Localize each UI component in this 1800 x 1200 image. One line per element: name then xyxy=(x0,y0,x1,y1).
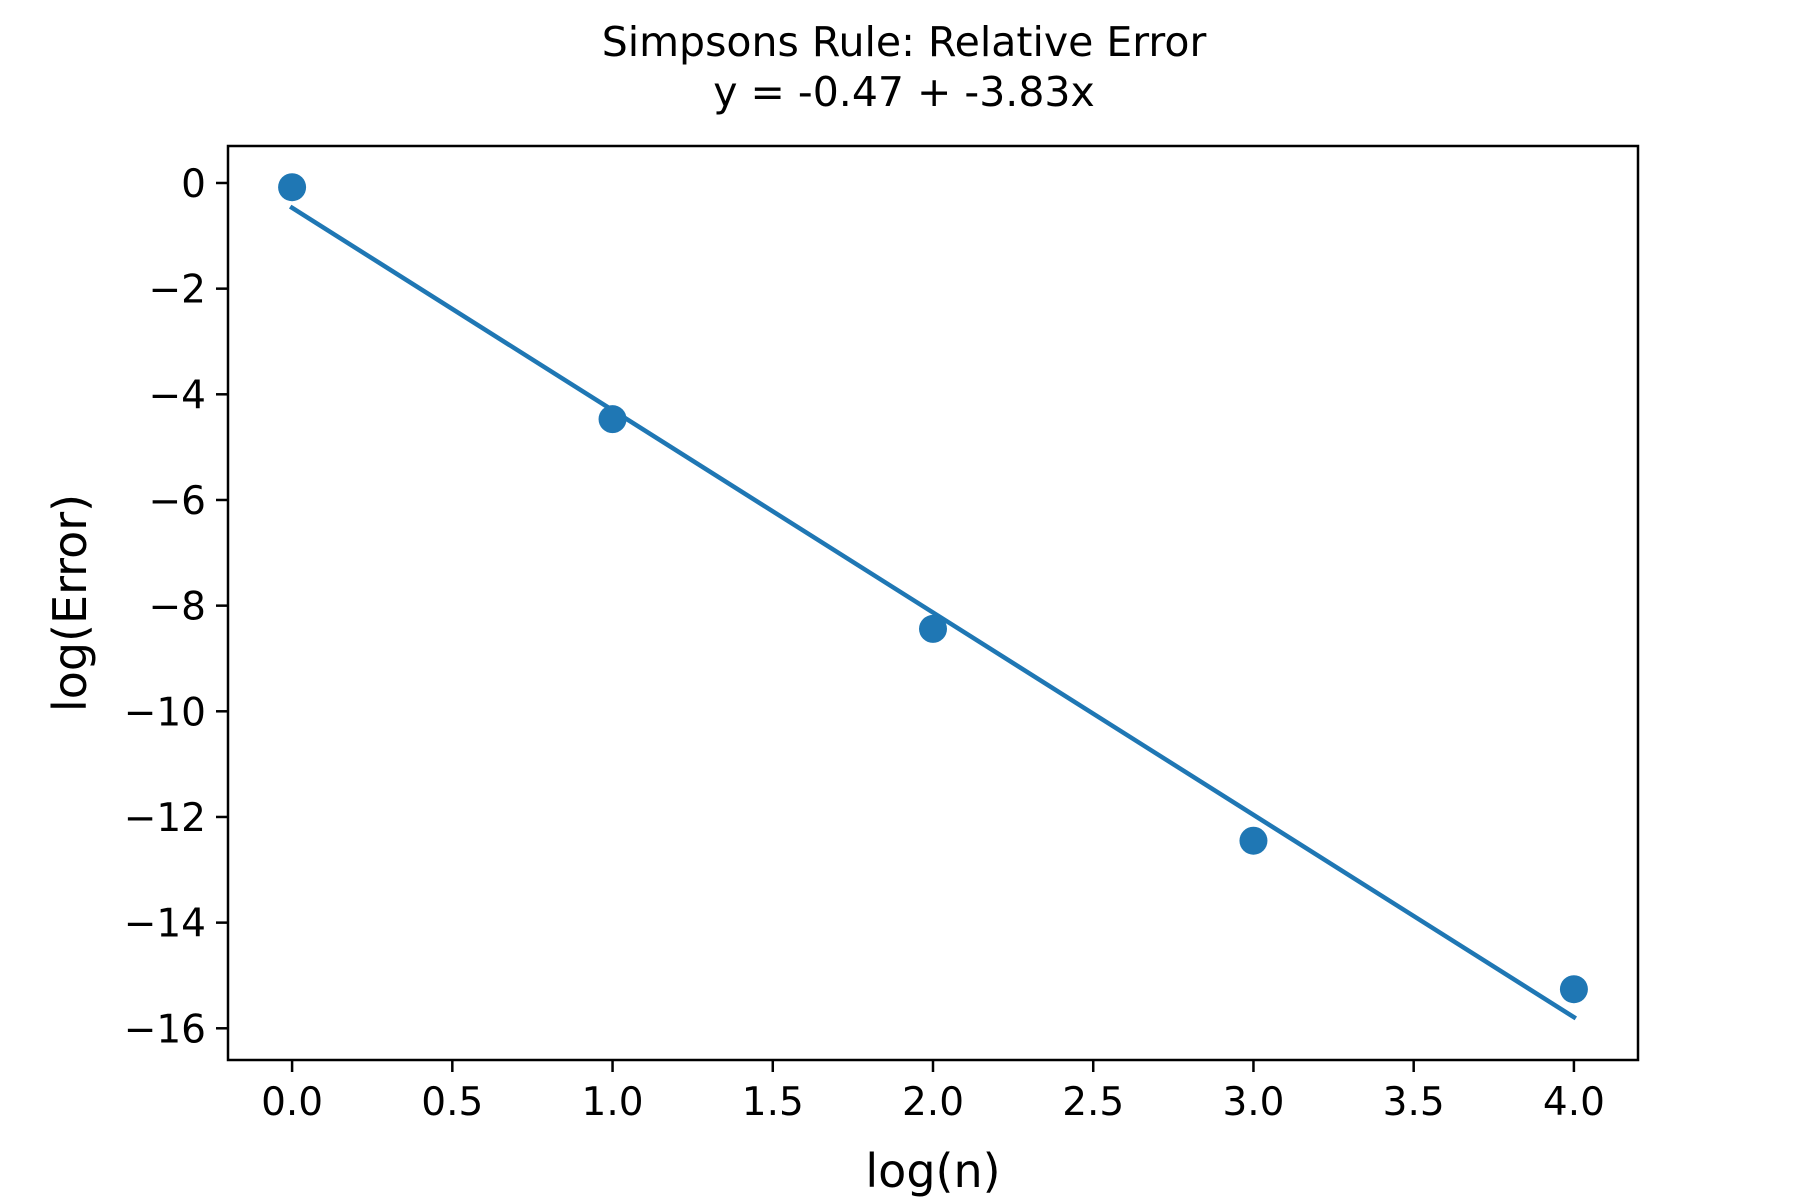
x-tick-label: 2.5 xyxy=(1062,1080,1124,1125)
y-tick-label: −4 xyxy=(149,373,207,418)
chart-subtitle: y = -0.47 + -3.83x xyxy=(713,68,1095,116)
y-tick-label: −14 xyxy=(124,902,206,947)
y-tick-label: −8 xyxy=(149,585,207,630)
data-point xyxy=(1239,826,1268,855)
y-tick-label: −6 xyxy=(149,479,207,524)
x-tick-label: 3.0 xyxy=(1222,1080,1284,1125)
x-axis-label: log(n) xyxy=(865,1144,1000,1198)
data-point xyxy=(278,173,307,202)
x-tick-label: 3.5 xyxy=(1383,1080,1445,1125)
data-point xyxy=(598,405,627,434)
y-tick-label: −16 xyxy=(124,1007,206,1052)
plot-marks xyxy=(278,173,1588,1021)
data-point xyxy=(919,614,947,643)
y-tick-label: −2 xyxy=(149,268,207,313)
x-tick-label: 1.5 xyxy=(742,1080,804,1125)
x-tick-label: 2.0 xyxy=(902,1080,964,1125)
y-tick-label: 0 xyxy=(181,162,206,207)
y-axis-ticks: 0 −2 −4 −6 −8 −10 −12 −14 −16 xyxy=(124,162,228,1052)
x-tick-label: 1.0 xyxy=(582,1080,644,1125)
fit-line xyxy=(288,204,1578,1021)
data-point xyxy=(1559,975,1588,1004)
plot-frame xyxy=(226,144,1640,1062)
y-tick-label: −12 xyxy=(124,796,206,841)
x-tick-label: 4.0 xyxy=(1543,1080,1605,1125)
x-axis-ticks: 0.0 0.5 1.0 1.5 2.0 2.5 3.0 3.5 4.0 xyxy=(261,1060,1605,1125)
y-tick-label: −10 xyxy=(124,690,206,735)
x-tick-label: 0.0 xyxy=(261,1080,323,1125)
x-tick-label: 0.5 xyxy=(421,1080,483,1125)
chart-title: Simpsons Rule: Relative Error xyxy=(602,18,1207,66)
y-axis-label: log(Error) xyxy=(43,494,97,712)
